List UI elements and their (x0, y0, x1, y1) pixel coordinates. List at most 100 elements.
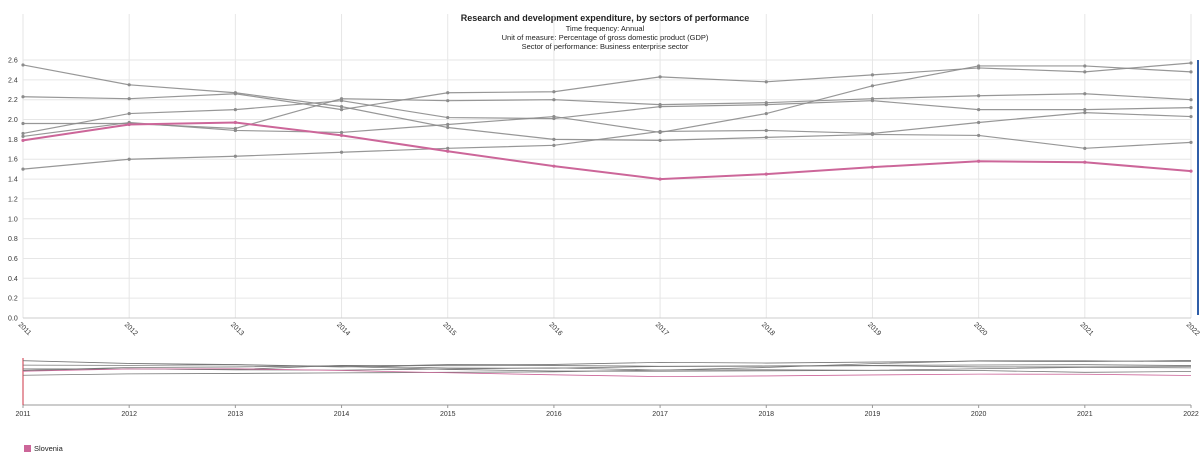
data-point (339, 105, 344, 109)
data-point (1083, 146, 1087, 150)
data-point (446, 125, 450, 130)
data-point-slovenia (1189, 169, 1193, 173)
data-point (233, 108, 237, 112)
data-point (977, 64, 981, 68)
x-tick-label: 2020 (972, 321, 988, 337)
data-point (21, 131, 25, 136)
data-point (127, 97, 131, 101)
series-line (22, 65, 1192, 138)
series-line (23, 93, 1192, 130)
data-point (233, 92, 237, 96)
data-point (764, 135, 768, 139)
y-tick-label: 0.6 (8, 256, 18, 263)
data-point (127, 157, 131, 161)
legend-swatch-slovenia (24, 445, 31, 452)
navigator-x-label: 2018 (758, 411, 774, 418)
data-point (446, 99, 450, 103)
y-tick-label: 0.2 (8, 296, 18, 303)
data-point (21, 63, 25, 67)
series-line (22, 62, 1192, 111)
x-tick-label: 2022 (1185, 321, 1200, 337)
data-point (977, 94, 981, 98)
data-point (870, 73, 875, 77)
series-line (22, 111, 1192, 170)
chart-subtitle-frequency: Time frequency: Annual (565, 24, 645, 33)
data-point-slovenia (552, 164, 556, 168)
y-tick-label: 1.4 (8, 177, 18, 184)
data-point (764, 103, 768, 107)
data-point (127, 111, 131, 116)
data-point (552, 98, 556, 102)
navigator-series (22, 360, 1192, 372)
data-point-slovenia (658, 177, 662, 181)
data-point (1083, 110, 1087, 115)
data-point-slovenia (764, 172, 768, 176)
data-point (552, 143, 556, 147)
data-point (1083, 108, 1087, 112)
data-point (764, 80, 768, 84)
data-point (977, 120, 981, 125)
y-tick-label: 1.2 (8, 196, 18, 203)
chart-title: Research and development expenditure, by… (460, 13, 750, 23)
data-point (21, 95, 25, 99)
x-tick-label: 2013 (229, 321, 245, 337)
scroll-indicator[interactable] (1197, 60, 1199, 315)
data-point (1189, 70, 1193, 74)
y-tick-label: 2.0 (8, 117, 18, 124)
data-point (446, 115, 450, 120)
data-point (870, 131, 875, 136)
navigator-x-label: 2021 (1077, 411, 1093, 418)
navigator-x-label: 2016 (546, 411, 562, 418)
data-point (446, 122, 450, 127)
navigator-x-label: 2012 (121, 411, 137, 418)
data-point-slovenia (977, 159, 981, 163)
data-point (1189, 61, 1193, 65)
y-tick-label: 1.0 (8, 216, 18, 223)
navigator-x-label: 2022 (1183, 411, 1199, 418)
data-point (658, 129, 662, 134)
navigator-series-slovenia (22, 368, 1192, 378)
y-tick-label: 0.0 (8, 316, 18, 323)
data-point (1189, 114, 1193, 119)
x-tick-label: 2017 (654, 321, 670, 337)
y-tick-label: 2.6 (8, 58, 18, 65)
data-point (870, 84, 875, 88)
data-point (339, 99, 344, 103)
data-point (764, 128, 768, 133)
data-point (1189, 140, 1193, 144)
chart-subtitle-sector: Sector of performance: Business enterpri… (521, 42, 689, 51)
data-point (446, 146, 450, 150)
y-tick-label: 1.6 (8, 157, 18, 164)
legend-label-slovenia: Slovenia (34, 444, 63, 453)
x-tick-label: 2012 (123, 321, 139, 337)
chart-subtitle-unit: Unit of measure: Percentage of gross dom… (501, 33, 709, 42)
navigator-x-label: 2014 (334, 411, 350, 418)
data-point (552, 137, 556, 141)
chart-header: Research and development expenditure, by… (0, 13, 1200, 52)
navigator-x-label: 2011 (15, 411, 30, 418)
data-point (1083, 70, 1087, 74)
data-point-slovenia (446, 149, 450, 153)
series-line (22, 64, 1192, 149)
data-point-slovenia (233, 120, 237, 125)
data-point (658, 105, 662, 109)
data-point (552, 90, 556, 94)
data-point (870, 99, 875, 103)
data-point (233, 154, 237, 158)
data-point-slovenia (1083, 160, 1087, 164)
data-point (339, 150, 344, 154)
data-point (127, 83, 131, 87)
data-point (1083, 92, 1087, 96)
data-point-slovenia (21, 138, 25, 142)
legend[interactable]: Slovenia (24, 444, 63, 453)
data-point (233, 128, 237, 133)
data-point (1083, 64, 1087, 68)
data-point (764, 111, 768, 116)
data-point (339, 130, 344, 135)
x-tick-label: 2011 (17, 321, 33, 337)
data-point (977, 108, 981, 112)
y-tick-label: 2.4 (8, 77, 18, 84)
data-point-slovenia (127, 122, 131, 127)
navigator-series (22, 366, 1192, 376)
